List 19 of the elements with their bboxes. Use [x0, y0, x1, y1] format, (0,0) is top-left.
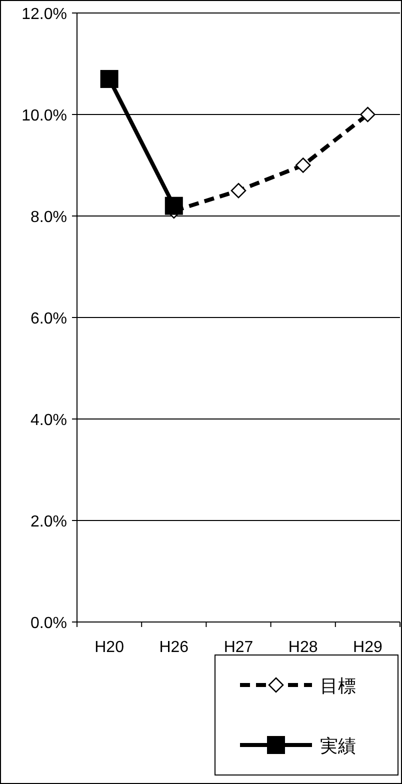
x-tick-label: H26 [159, 639, 189, 656]
x-tick-label: H28 [288, 639, 318, 656]
y-tick-label: 10.0% [22, 108, 67, 124]
legend-label: 実績 [320, 736, 356, 756]
x-tick-label: H29 [353, 639, 382, 656]
point [360, 106, 376, 122]
y-tick-label: 6.0% [30, 310, 67, 328]
point [100, 70, 118, 88]
y-tick-label: 12.0% [22, 6, 67, 23]
point [230, 182, 246, 198]
y-tick-label: 8.0% [30, 209, 67, 226]
y-tick-label: 2.0% [30, 514, 67, 530]
point [295, 158, 311, 173]
y-tick-label: 0.0% [30, 615, 67, 632]
point [164, 196, 183, 215]
x-tick-label: H20 [94, 639, 124, 656]
y-tick-label: 4.0% [30, 412, 67, 429]
legend-label: 目標 [320, 676, 356, 696]
x-tick-label: H27 [224, 639, 254, 656]
